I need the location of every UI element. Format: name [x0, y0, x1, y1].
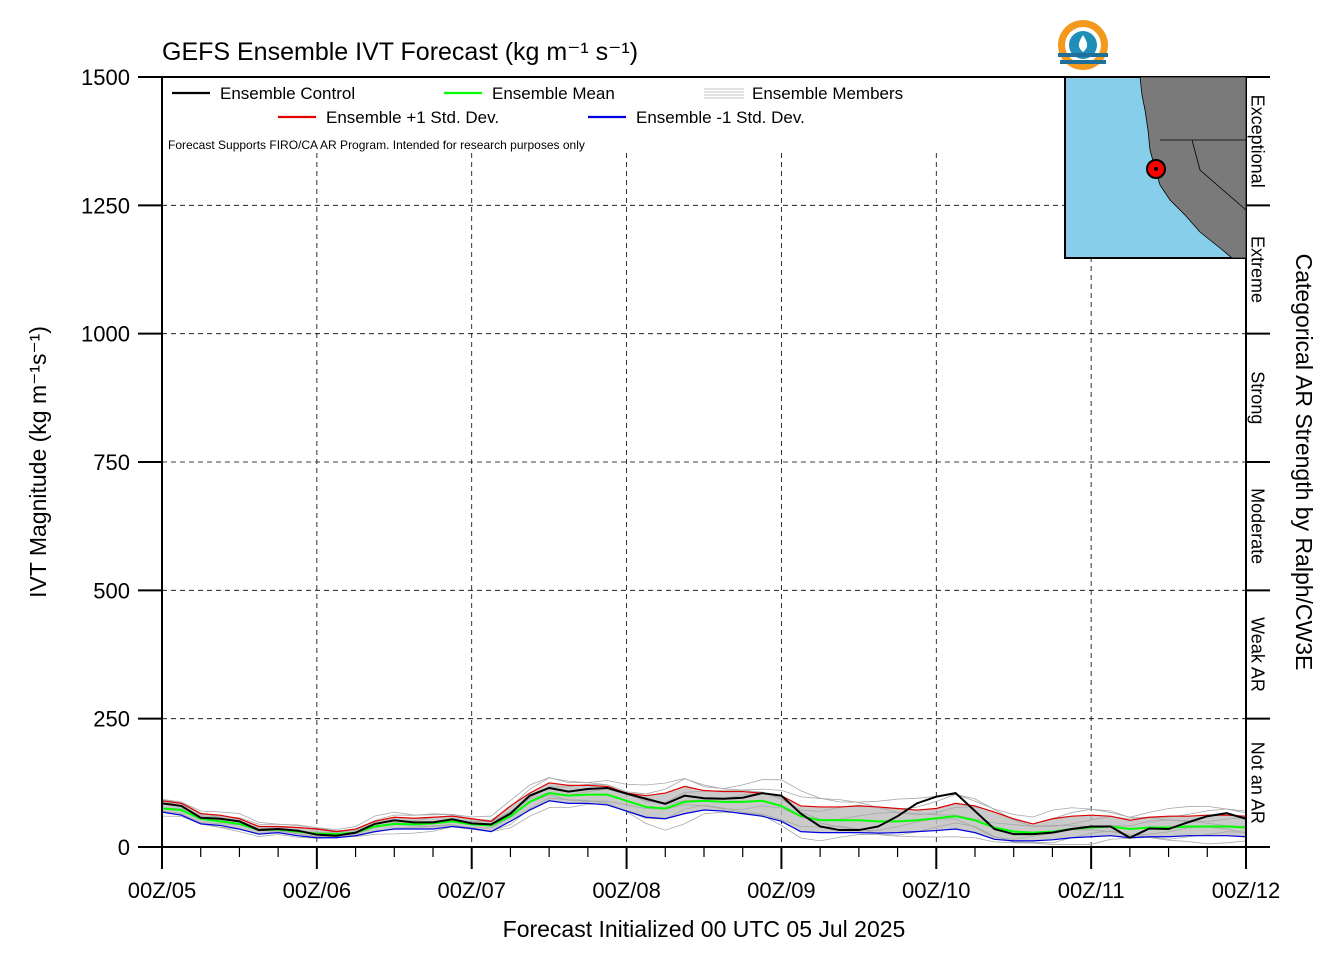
x-tick-label: 00Z/08 — [592, 878, 661, 903]
ar-category-label: Strong — [1247, 371, 1267, 424]
ar-category-label: Extreme — [1247, 236, 1267, 303]
chart-title: GEFS Ensemble IVT Forecast (kg m⁻¹ s⁻¹) — [162, 38, 638, 66]
y-axis-title: IVT Magnitude (kg m⁻¹s⁻¹) — [25, 326, 51, 598]
disclaimer-note: Forecast Supports FIRO/CA AR Program. In… — [168, 138, 585, 152]
legend-label: Ensemble Members — [752, 84, 903, 103]
x-tick-label: 00Z/12 — [1212, 878, 1281, 903]
ar-category-label: Exceptional — [1247, 95, 1267, 188]
ar-category-label: Moderate — [1247, 488, 1267, 564]
ensemble-member-line — [162, 777, 1246, 830]
legend-label: Ensemble Control — [220, 84, 355, 103]
location-inset-map — [1064, 76, 1247, 259]
x-tick-label: 00Z/05 — [128, 878, 197, 903]
y-tick-label: 500 — [93, 578, 130, 603]
y-tick-label: 1250 — [81, 193, 130, 218]
y-tick-label: 1000 — [81, 322, 130, 347]
legend-label: Ensemble -1 Std. Dev. — [636, 108, 805, 127]
ar-category-label: Not an AR — [1247, 742, 1267, 824]
x-tick-label: 00Z/11 — [1058, 878, 1125, 903]
coastline-land — [1139, 76, 1247, 259]
x-tick-label: 00Z/09 — [747, 878, 816, 903]
right-axis-title: Categorical AR Strength by Ralph/CW3E — [1291, 254, 1317, 671]
legend-label: Ensemble Mean — [492, 84, 615, 103]
y-tick-label: 250 — [93, 707, 130, 732]
y-tick-label: 750 — [93, 450, 130, 475]
x-tick-label: 00Z/10 — [902, 878, 971, 903]
x-axis-title: Forecast Initialized 00 UTC 05 Jul 2025 — [503, 916, 906, 942]
x-tick-label: 00Z/07 — [437, 878, 506, 903]
cw3e-logo — [1058, 20, 1108, 70]
series-line-ensemble-1-std-dev- — [162, 800, 1246, 842]
y-tick-label: 1500 — [81, 65, 130, 90]
series-line-ensemble-control — [162, 786, 1246, 839]
x-tick-label: 00Z/06 — [283, 878, 352, 903]
series-line-ensemble-1-std-dev- — [162, 782, 1246, 833]
y-tick-label: 0 — [118, 835, 130, 860]
legend-label: Ensemble +1 Std. Dev. — [326, 108, 499, 127]
ar-category-label: Weak AR — [1247, 617, 1267, 692]
